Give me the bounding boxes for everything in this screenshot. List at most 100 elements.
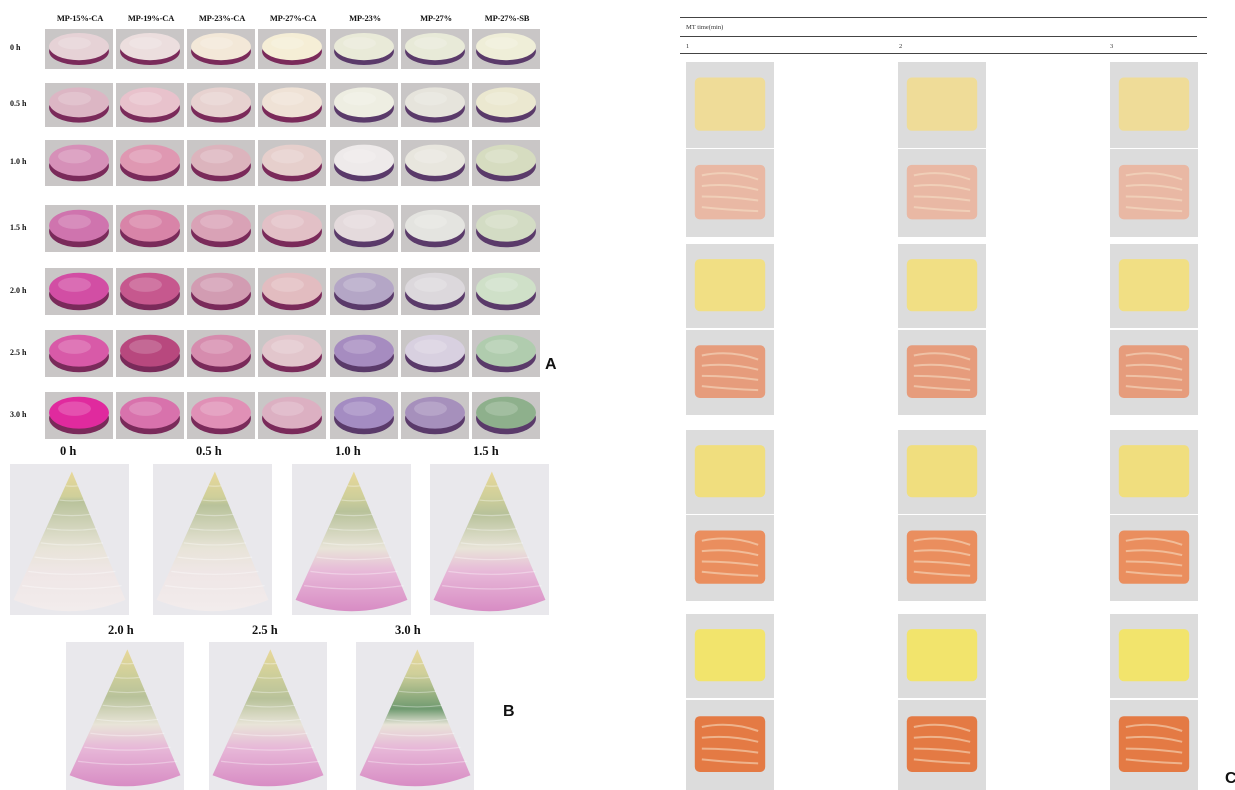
- disc-sample: [330, 392, 398, 439]
- table-col-3: 3: [1110, 43, 1114, 50]
- disc-sample: [116, 29, 184, 69]
- disc-sample: [45, 205, 113, 252]
- disc-sample: [258, 330, 326, 377]
- panel-a-col-header: MP-27%-CA: [269, 13, 317, 23]
- disc-sample: [45, 330, 113, 377]
- raw-slice-photo: [898, 244, 986, 328]
- disc-sample: [187, 330, 255, 377]
- raw-slice-photo: [898, 430, 986, 514]
- table-header-rule: [680, 36, 1197, 37]
- cooked-slice-photo: [1110, 515, 1198, 601]
- disc-sample: [330, 268, 398, 315]
- disc-sample: [45, 140, 113, 186]
- disc-sample: [187, 83, 255, 127]
- cooked-slice-photo: [686, 700, 774, 790]
- disc-sample: [116, 330, 184, 377]
- raw-slice-photo: [686, 244, 774, 328]
- disc-sample: [45, 392, 113, 439]
- cooked-slice-photo: [1110, 330, 1198, 415]
- disc-sample: [472, 205, 540, 252]
- table-col-rule: [680, 53, 1207, 54]
- disc-sample: [401, 205, 469, 252]
- disc-sample: [330, 29, 398, 69]
- cooked-slice-photo: [686, 330, 774, 415]
- disc-sample: [258, 140, 326, 186]
- cooked-slice-photo: [898, 515, 986, 601]
- disc-sample: [116, 205, 184, 252]
- cone-time-label: 2.0 h: [108, 623, 134, 637]
- raw-slice-photo: [686, 62, 774, 148]
- panel-a-col-header: MP-27%: [420, 13, 452, 23]
- cone-sample: [209, 642, 327, 790]
- cooked-slice-photo: [898, 700, 986, 790]
- disc-sample: [187, 29, 255, 69]
- cooked-slice-photo: [1110, 700, 1198, 790]
- table-header-label: MT time(min): [686, 24, 724, 31]
- cooked-slice-photo: [898, 330, 986, 415]
- cone-time-label: 1.0 h: [335, 444, 361, 458]
- panel-a-row-label: 3.0 h: [10, 409, 27, 419]
- table-col-1: 1: [686, 43, 690, 50]
- disc-sample: [401, 29, 469, 69]
- cone-time-label: 2.5 h: [252, 623, 278, 637]
- disc-sample: [401, 392, 469, 439]
- disc-sample: [472, 392, 540, 439]
- raw-slice-photo: [1110, 614, 1198, 698]
- disc-sample: [187, 140, 255, 186]
- disc-sample: [187, 268, 255, 315]
- disc-sample: [330, 205, 398, 252]
- disc-sample: [258, 29, 326, 69]
- raw-slice-photo: [1110, 244, 1198, 328]
- table-top-rule: [680, 17, 1207, 18]
- disc-sample: [258, 392, 326, 439]
- panel-a-col-header: MP-23%-CA: [198, 13, 246, 23]
- disc-sample: [472, 140, 540, 186]
- cone-sample: [292, 464, 411, 615]
- panel-a-col-header: MP-27%-SB: [484, 13, 530, 23]
- disc-sample: [330, 140, 398, 186]
- cone-sample: [430, 464, 549, 615]
- cone-sample: [10, 464, 129, 615]
- raw-slice-photo: [686, 430, 774, 514]
- cone-sample: [356, 642, 474, 790]
- disc-sample: [258, 268, 326, 315]
- raw-slice-photo: [1110, 62, 1198, 148]
- disc-sample: [116, 392, 184, 439]
- panel-a-col-header: MP-19%-CA: [127, 13, 175, 23]
- panel-b-letter: B: [503, 703, 515, 720]
- raw-slice-photo: [898, 62, 986, 148]
- table-col-2: 2: [899, 43, 903, 50]
- panel-a-col-header: MP-15%-CA: [56, 13, 104, 23]
- panel-a-row-label: 2.0 h: [10, 285, 27, 295]
- disc-sample: [45, 29, 113, 69]
- cone-sample: [153, 464, 272, 615]
- disc-sample: [45, 268, 113, 315]
- cooked-slice-photo: [686, 149, 774, 237]
- cooked-slice-photo: [1110, 149, 1198, 237]
- disc-sample: [116, 268, 184, 315]
- disc-sample: [258, 205, 326, 252]
- raw-slice-photo: [1110, 430, 1198, 514]
- raw-slice-photo: [686, 614, 774, 698]
- cone-time-label: 1.5 h: [473, 444, 499, 458]
- disc-sample: [472, 83, 540, 127]
- panel-a-letter: A: [545, 356, 557, 373]
- disc-sample: [401, 330, 469, 377]
- disc-sample: [401, 140, 469, 186]
- disc-sample: [116, 83, 184, 127]
- disc-sample: [258, 83, 326, 127]
- raw-slice-photo: [898, 614, 986, 698]
- disc-sample: [330, 83, 398, 127]
- panel-a-col-header: MP-23%: [349, 13, 381, 23]
- disc-sample: [187, 392, 255, 439]
- panel-a-row-label: 1.5 h: [10, 222, 27, 232]
- panel-a-row-label: 0 h: [10, 43, 21, 52]
- cone-time-label: 3.0 h: [395, 623, 421, 637]
- panel-a-row-label: 0.5 h: [10, 99, 27, 108]
- cooked-slice-photo: [686, 515, 774, 601]
- disc-sample: [401, 268, 469, 315]
- disc-sample: [401, 83, 469, 127]
- disc-sample: [472, 29, 540, 69]
- disc-sample: [116, 140, 184, 186]
